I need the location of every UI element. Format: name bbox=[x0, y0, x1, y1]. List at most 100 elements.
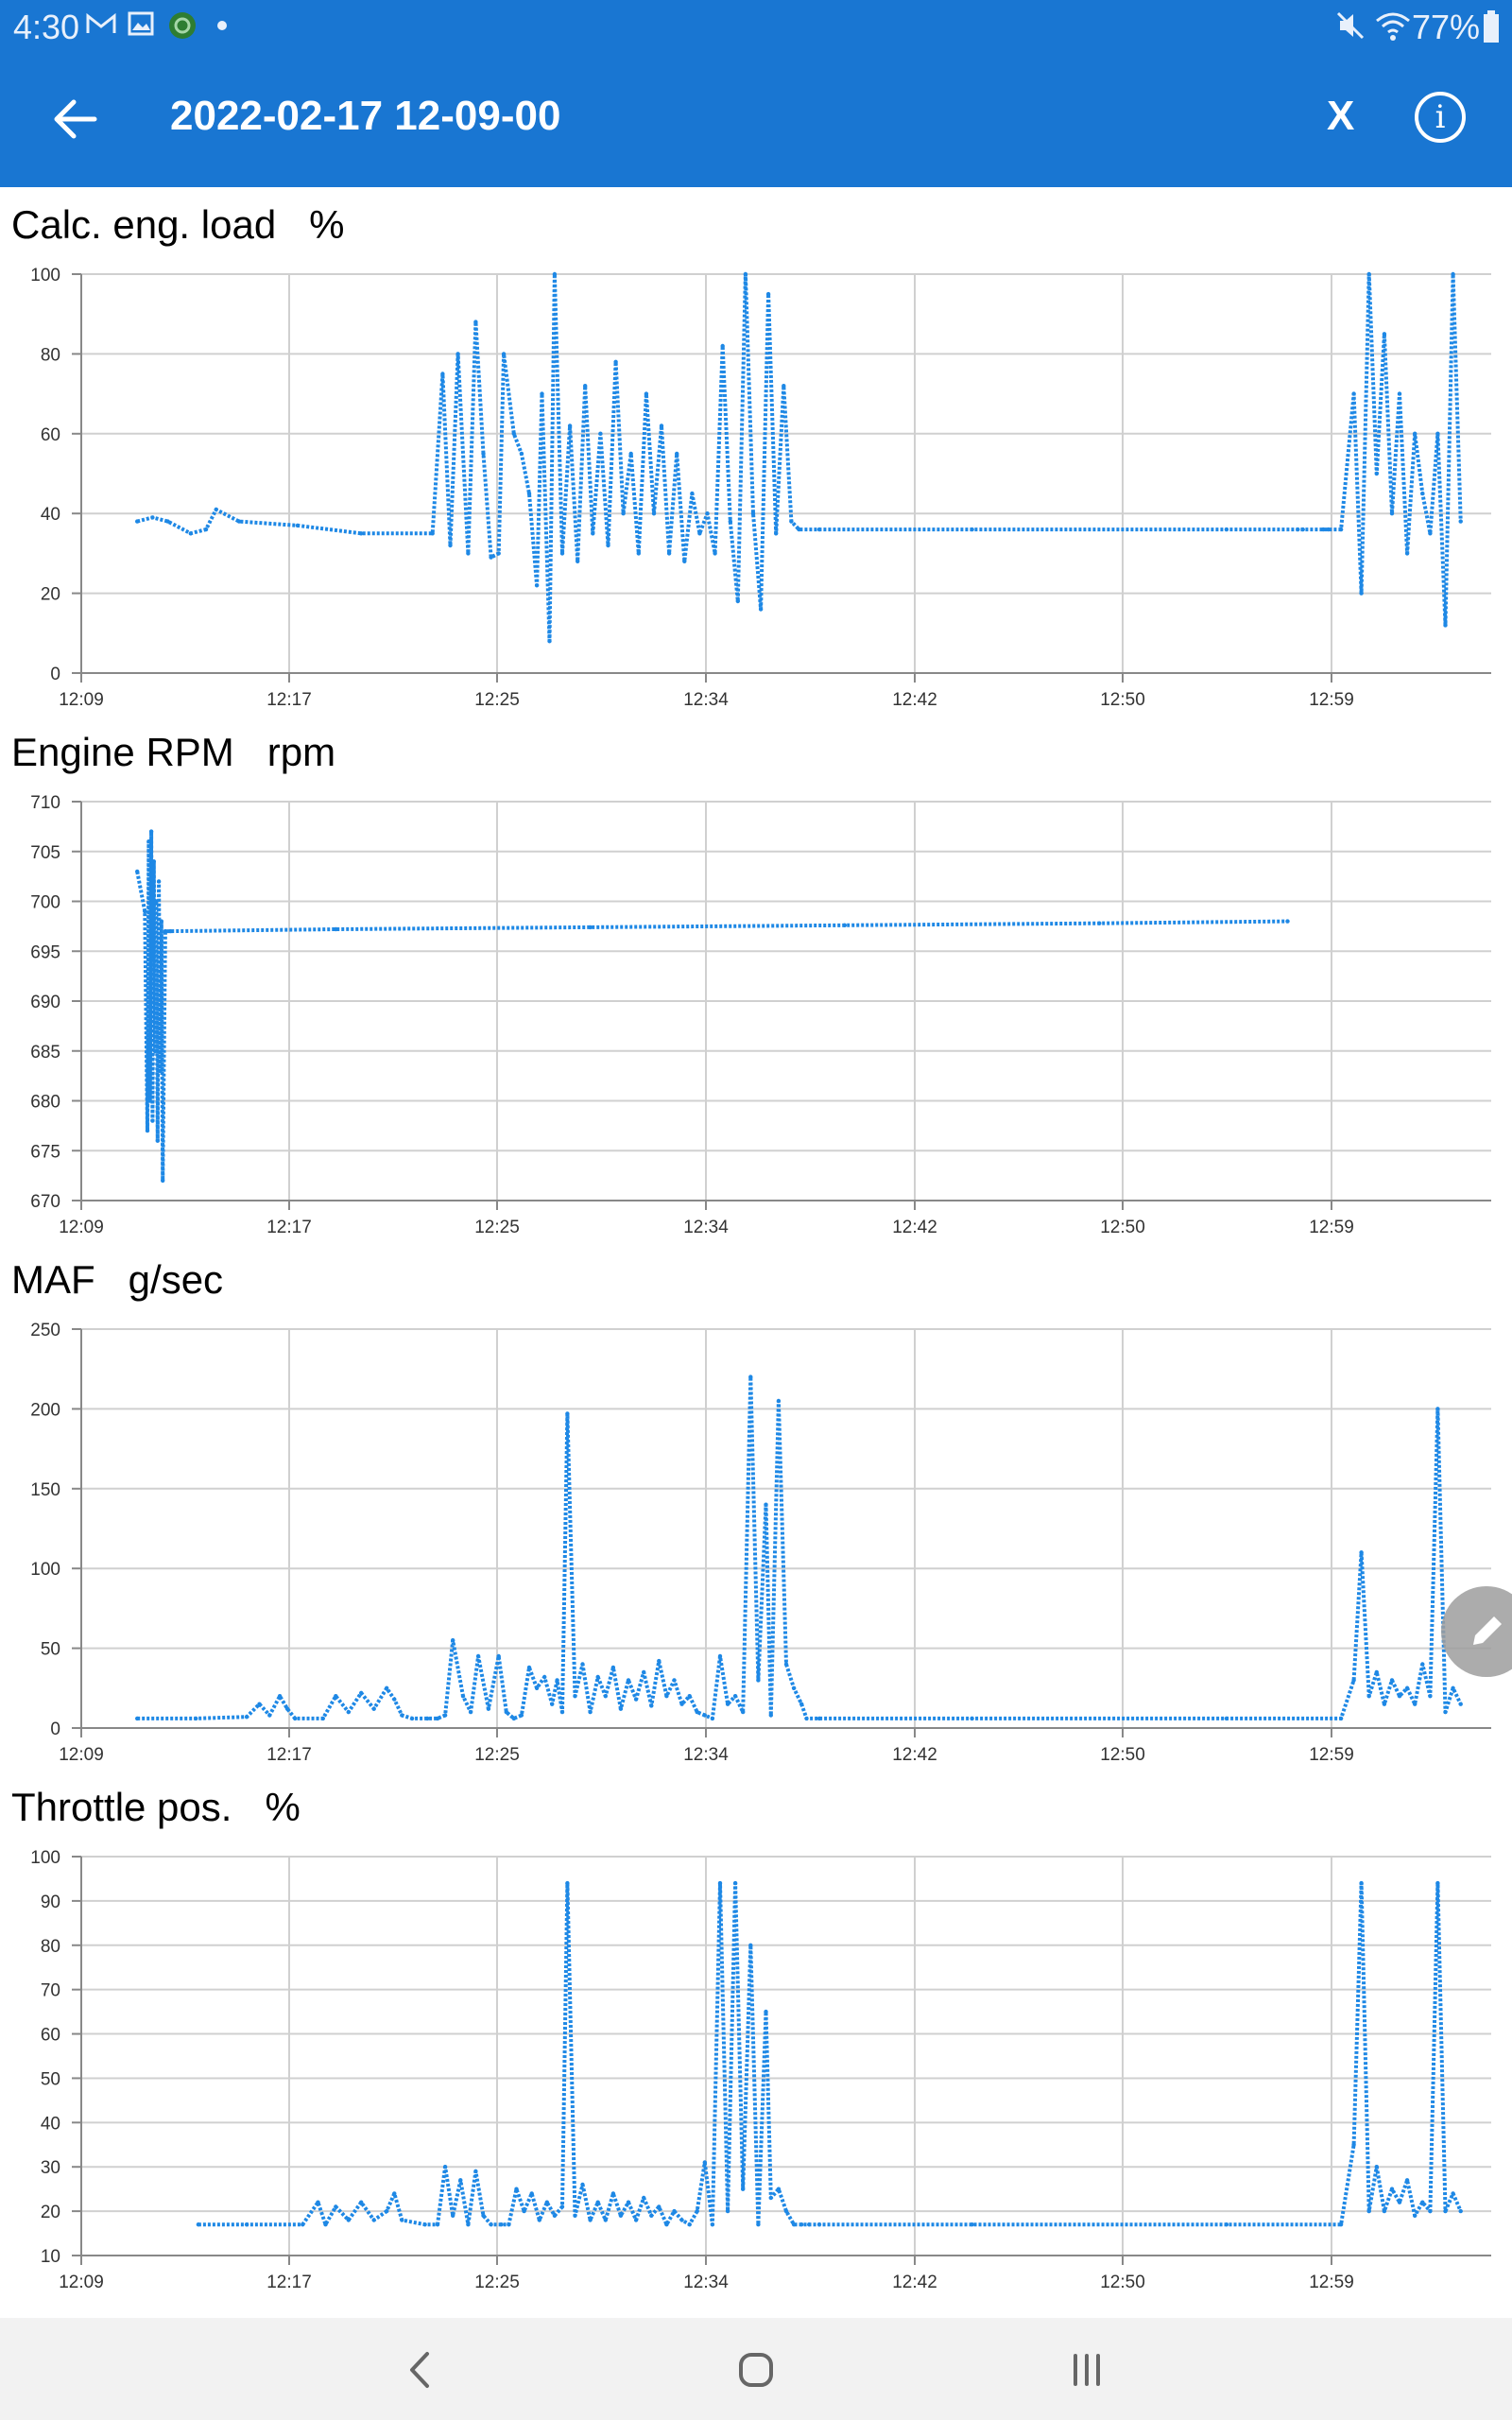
close-button[interactable]: X bbox=[1327, 93, 1355, 139]
data-point bbox=[842, 923, 848, 927]
data-point bbox=[435, 2222, 440, 2227]
chart-title-engine-load: Calc. eng. load % bbox=[11, 202, 345, 247]
nav-recents-icon[interactable] bbox=[1044, 2337, 1129, 2403]
data-point bbox=[1404, 551, 1410, 556]
data-point bbox=[522, 2208, 526, 2214]
data-point bbox=[460, 1694, 466, 1699]
data-point bbox=[580, 1662, 585, 1667]
data-point bbox=[489, 2222, 493, 2227]
data-point bbox=[1366, 2208, 1371, 2214]
data-point bbox=[1389, 1678, 1395, 1683]
data-point bbox=[610, 2191, 616, 2196]
page-title: 2022-02-17 12-09-00 bbox=[170, 93, 561, 139]
x-tick-label: 12:42 bbox=[892, 1745, 937, 1765]
data-point bbox=[425, 1716, 430, 1721]
data-point bbox=[422, 2222, 427, 2227]
data-point bbox=[146, 839, 151, 844]
x-tick-label: 12:34 bbox=[683, 690, 729, 710]
data-point bbox=[682, 559, 687, 563]
data-point bbox=[1435, 431, 1440, 436]
data-point bbox=[466, 551, 471, 556]
data-point bbox=[455, 352, 460, 356]
x-tick-label: 12:17 bbox=[266, 1218, 312, 1237]
app-icon bbox=[169, 12, 196, 39]
data-point bbox=[626, 2200, 631, 2204]
data-point bbox=[799, 1702, 804, 1706]
y-tick-label: 60 bbox=[41, 2026, 60, 2046]
data-point bbox=[565, 1411, 570, 1416]
data-point bbox=[371, 2218, 376, 2222]
data-point bbox=[448, 543, 453, 548]
y-tick-label: 50 bbox=[41, 2069, 60, 2089]
data-point bbox=[567, 424, 573, 428]
data-point bbox=[687, 1694, 692, 1699]
data-point bbox=[1224, 527, 1229, 532]
battery-percent: 77% bbox=[1411, 8, 1480, 46]
data-point bbox=[150, 515, 155, 520]
data-point bbox=[392, 2191, 397, 2196]
data-point bbox=[1428, 531, 1433, 536]
data-point bbox=[695, 2208, 699, 2214]
data-point bbox=[1413, 1702, 1418, 1706]
back-arrow-icon[interactable] bbox=[47, 91, 104, 147]
data-point bbox=[1397, 2200, 1402, 2204]
x-tick-label: 12:17 bbox=[266, 1745, 312, 1765]
data-point bbox=[565, 1880, 570, 1886]
data-point bbox=[458, 2178, 463, 2183]
data-point bbox=[573, 2213, 577, 2218]
data-point bbox=[756, 1678, 761, 1683]
data-point bbox=[526, 491, 532, 496]
data-point bbox=[486, 1706, 491, 1711]
data-point bbox=[196, 2222, 201, 2227]
data-point bbox=[710, 1716, 715, 1721]
data-point bbox=[489, 555, 493, 560]
data-point bbox=[741, 2187, 746, 2191]
data-point bbox=[526, 1665, 532, 1670]
data-point bbox=[371, 1706, 376, 1711]
x-tick-label: 12:59 bbox=[1309, 1218, 1354, 1237]
data-point bbox=[588, 925, 593, 930]
x-tick-label: 12:42 bbox=[892, 690, 937, 710]
data-point bbox=[659, 424, 664, 428]
series-line bbox=[135, 829, 1288, 1183]
data-point bbox=[804, 1716, 809, 1721]
x-tick-label: 12:09 bbox=[59, 1218, 104, 1237]
data-point bbox=[203, 527, 209, 532]
data-point bbox=[697, 531, 702, 536]
data-point bbox=[1389, 511, 1395, 516]
data-point bbox=[496, 1653, 501, 1659]
data-point bbox=[359, 1690, 364, 1696]
y-tick-label: 80 bbox=[41, 1937, 60, 1957]
y-tick-label: 40 bbox=[41, 505, 60, 525]
info-button[interactable]: i bbox=[1415, 92, 1466, 143]
data-point bbox=[970, 2222, 974, 2227]
data-point bbox=[236, 519, 242, 524]
y-tick-label: 0 bbox=[50, 665, 60, 684]
data-point bbox=[1435, 1880, 1440, 1886]
data-point bbox=[1397, 1694, 1402, 1699]
edit-fab-button[interactable] bbox=[1441, 1586, 1512, 1677]
data-point bbox=[542, 1674, 547, 1680]
data-point bbox=[1420, 2200, 1425, 2204]
data-point bbox=[504, 1709, 508, 1715]
data-point bbox=[359, 531, 364, 536]
nav-back-icon[interactable] bbox=[378, 2337, 463, 2403]
data-point bbox=[400, 1713, 404, 1718]
data-point bbox=[1359, 1880, 1364, 1886]
data-point bbox=[385, 1685, 389, 1690]
status-time: 4:30 bbox=[13, 8, 80, 46]
data-point bbox=[1413, 431, 1418, 436]
data-point bbox=[710, 2222, 715, 2227]
dot-icon bbox=[217, 21, 227, 30]
data-point bbox=[519, 1713, 524, 1718]
data-point bbox=[1420, 491, 1425, 496]
data-point bbox=[799, 2222, 804, 2227]
data-point bbox=[807, 2222, 812, 2227]
nav-home-icon[interactable] bbox=[713, 2337, 799, 2403]
data-point bbox=[293, 1716, 298, 1721]
data-point bbox=[316, 2200, 320, 2204]
data-point bbox=[1374, 471, 1380, 476]
data-point bbox=[764, 1502, 768, 1507]
data-point bbox=[284, 1706, 290, 1711]
data-point bbox=[1458, 519, 1463, 524]
